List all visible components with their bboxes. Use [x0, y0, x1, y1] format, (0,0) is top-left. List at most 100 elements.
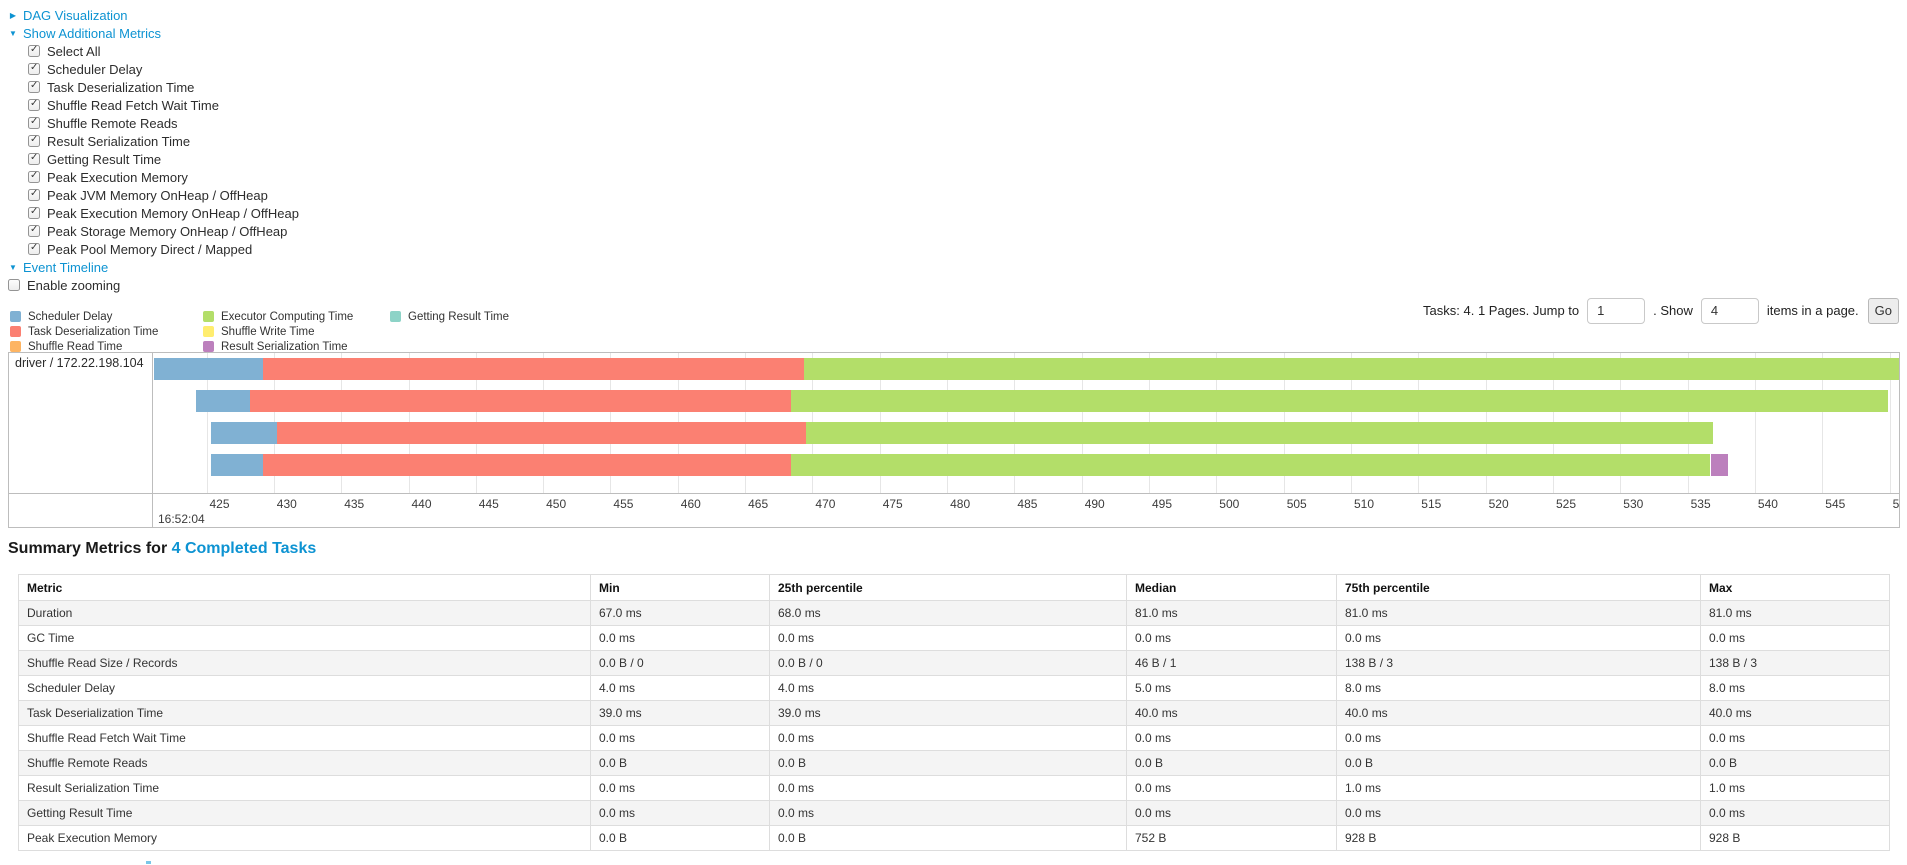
summary-cell: 68.0 ms — [769, 600, 1127, 626]
axis-tick-label: 440 — [411, 497, 432, 511]
event-timeline-toggle[interactable]: Event Timeline — [23, 259, 109, 275]
summary-cell: 0.0 ms — [590, 800, 770, 826]
enable-zooming-checkbox[interactable] — [8, 279, 20, 291]
axis-tick-label: 460 — [680, 497, 701, 511]
summary-cell: 0.0 B — [590, 825, 770, 851]
summary-cell: Duration — [18, 600, 591, 626]
summary-cell: Scheduler Delay — [18, 675, 591, 701]
items-per-page-input[interactable] — [1700, 297, 1759, 324]
stage-controls: ▶ DAG Visualization ▼ Show Additional Me… — [8, 6, 299, 294]
metric-checkbox[interactable] — [28, 44, 40, 57]
metric-label: Shuffle Remote Reads — [47, 115, 178, 131]
metric-checkbox[interactable] — [28, 152, 40, 165]
summary-cell: 0.0 ms — [769, 775, 1127, 801]
task-segment-executor-computing-time[interactable] — [805, 422, 1714, 444]
task-segment-scheduler-delay[interactable] — [195, 390, 250, 412]
metric-label: Peak Execution Memory OnHeap / OffHeap — [47, 205, 299, 221]
task-segment-scheduler-delay[interactable] — [210, 454, 264, 476]
axis-tick-label: 425 — [209, 497, 230, 511]
axis-tick-label: 525 — [1556, 497, 1577, 511]
axis-tick-label: 505 — [1286, 497, 1307, 511]
tasks-count-text: Tasks: 4. 1 Pages. Jump to — [1423, 303, 1580, 318]
axis-tick-label: 520 — [1488, 497, 1509, 511]
axis-tick-label: 450 — [546, 497, 567, 511]
summary-cell: 1.0 ms — [1700, 775, 1890, 801]
task-segment-executor-computing-time[interactable] — [804, 358, 1899, 380]
metric-checkbox[interactable] — [28, 224, 40, 237]
metric-row: Scheduler Delay — [8, 60, 299, 78]
metric-checkbox[interactable] — [28, 206, 40, 219]
metric-checkbox[interactable] — [28, 170, 40, 183]
dag-visualization-toggle[interactable]: DAG Visualization — [23, 7, 128, 23]
metric-checkbox[interactable] — [28, 98, 40, 111]
summary-col-header: Metric — [18, 574, 591, 601]
summary-cell: 0.0 B — [1126, 750, 1337, 776]
metric-checkbox[interactable] — [28, 116, 40, 129]
summary-cell: 0.0 ms — [769, 625, 1127, 651]
legend-label: Shuffle Write Time — [221, 325, 315, 338]
summary-cell: 8.0 ms — [1700, 675, 1890, 701]
task-segment-task-deserialization-time[interactable] — [263, 358, 805, 380]
completed-tasks-link[interactable]: 4 Completed Tasks — [171, 540, 317, 557]
summary-cell: 0.0 ms — [1700, 800, 1890, 826]
task-segment-result-serialization-time[interactable] — [1710, 454, 1728, 476]
legend-swatch-result-serialization-time — [203, 341, 214, 352]
metric-checkbox[interactable] — [28, 188, 40, 201]
axis-tick-label: 535 — [1690, 497, 1711, 511]
metric-checkbox[interactable] — [28, 242, 40, 255]
task-segment-executor-computing-time[interactable] — [790, 390, 1889, 412]
legend-item: Getting Result Time — [390, 309, 509, 324]
metric-checkbox[interactable] — [28, 62, 40, 75]
additional-metrics-row: ▼ Show Additional Metrics — [8, 24, 299, 42]
task-segment-task-deserialization-time[interactable] — [276, 422, 806, 444]
summary-cell: 752 B — [1126, 825, 1337, 851]
summary-cell: 46 B / 1 — [1126, 650, 1337, 676]
task-segment-executor-computing-time[interactable] — [790, 454, 1711, 476]
summary-cell: 928 B — [1700, 825, 1890, 851]
axis-tick-label: 480 — [950, 497, 971, 511]
task-segment-scheduler-delay[interactable] — [210, 422, 277, 444]
task-segment-task-deserialization-time[interactable] — [263, 454, 791, 476]
summary-cell: Task Deserialization Time — [18, 700, 591, 726]
summary-cell: 81.0 ms — [1336, 600, 1701, 626]
collapse-down-icon: ▼ — [9, 28, 17, 38]
axis-tick-label: 465 — [748, 497, 769, 511]
timeline-gridline — [206, 353, 208, 493]
metric-row: Peak Execution Memory OnHeap / OffHeap — [8, 204, 299, 222]
axis-tick-label: 490 — [1084, 497, 1105, 511]
metric-label: Task Deserialization Time — [47, 79, 195, 95]
summary-cell: 40.0 ms — [1700, 700, 1890, 726]
axis-time-label: 16:52:04 — [158, 512, 205, 526]
summary-cell: Peak Execution Memory — [18, 825, 591, 851]
axis-tick-label: 470 — [815, 497, 836, 511]
timeline-plot-area — [154, 353, 1899, 493]
summary-cell: 0.0 ms — [1126, 800, 1337, 826]
summary-cell: 0.0 ms — [769, 800, 1127, 826]
axis-tick-label: 540 — [1757, 497, 1778, 511]
metric-checkbox[interactable] — [28, 80, 40, 93]
task-segment-scheduler-delay[interactable] — [154, 358, 264, 380]
summary-table-row: Duration 67.0 ms 68.0 ms 81.0 ms 81.0 ms 81.0… — [18, 600, 1890, 626]
timeline-axis: 425 430 435 440 445 450 455 460 465 470 475 480 485 4… — [154, 494, 1899, 527]
summary-title-text: Summary Metrics for — [8, 540, 172, 557]
enable-zooming-label: Enable zooming — [27, 277, 121, 293]
summary-table-row: Shuffle Read Fetch Wait Time 0.0 ms 0.0 ms… — [18, 725, 1890, 751]
cutoff-next-section — [146, 861, 151, 864]
metric-checkbox[interactable] — [28, 134, 40, 147]
jump-to-page-input[interactable] — [1587, 297, 1646, 324]
summary-cell: 138 B / 3 — [1700, 650, 1890, 676]
legend-label: Executor Computing Time — [221, 310, 354, 323]
task-segment-task-deserialization-time[interactable] — [249, 390, 791, 412]
axis-tick-label: 515 — [1421, 497, 1442, 511]
summary-cell: 1.0 ms — [1336, 775, 1701, 801]
summary-cell: Shuffle Read Fetch Wait Time — [18, 725, 591, 751]
summary-cell: 928 B — [1336, 825, 1701, 851]
go-button[interactable]: Go — [1867, 297, 1899, 324]
summary-cell: 39.0 ms — [590, 700, 770, 726]
additional-metrics-toggle[interactable]: Show Additional Metrics — [23, 25, 162, 41]
summary-cell: 0.0 ms — [1700, 625, 1890, 651]
summary-cell: 4.0 ms — [590, 675, 770, 701]
legend-swatch-executor-computing-time — [203, 311, 214, 322]
summary-cell: 0.0 ms — [1336, 625, 1701, 651]
